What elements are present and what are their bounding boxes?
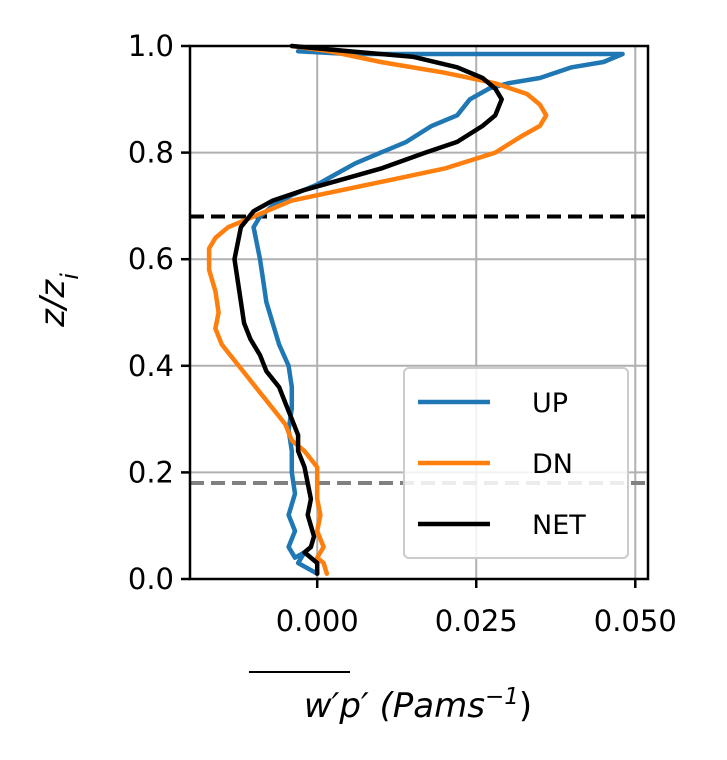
series-lines: [206, 43, 625, 576]
x-tick-label-1: 0.025: [435, 604, 518, 638]
x-tick-label-2: 0.050: [594, 604, 677, 638]
y-tick-label-4: 0.8: [128, 136, 174, 170]
y-tick-label-3: 0.6: [128, 242, 174, 276]
series-line-dn: [206, 43, 549, 576]
legend-label-net: NET: [532, 510, 586, 541]
x-axis-label: w′p′ (Pams−1): [304, 684, 532, 726]
x-axis-label-unit: (Pams: [369, 686, 485, 726]
x-axis-label-overline: w′p′: [304, 686, 369, 726]
legend-label-dn: DN: [532, 449, 573, 480]
x-axis-label-sup: −1: [485, 684, 519, 710]
x-axis-label-close: ): [519, 686, 532, 726]
y-tick-label-0: 0.0: [128, 562, 174, 596]
y-axis-label: z/zi: [33, 273, 84, 328]
ticks: 0.000 0.025 0.050 0.0 0.2 0.4 0.6 0.8 1.0: [128, 29, 677, 638]
y-tick-label-1: 0.2: [128, 455, 174, 489]
y-tick-label-5: 1.0: [128, 29, 174, 63]
y-axis-label-sub: i: [56, 273, 84, 280]
y-tick-label-2: 0.4: [128, 349, 174, 383]
y-axis-label-main: z/z: [33, 279, 73, 328]
plot-frame: [188, 44, 650, 581]
x-tick-label-0: 0.000: [276, 604, 359, 638]
legend-label-up: UP: [532, 388, 568, 419]
series-line-net: [232, 43, 504, 576]
legend: UP DN NET: [403, 367, 629, 559]
legend-box: [403, 367, 629, 559]
axes: [188, 44, 650, 581]
